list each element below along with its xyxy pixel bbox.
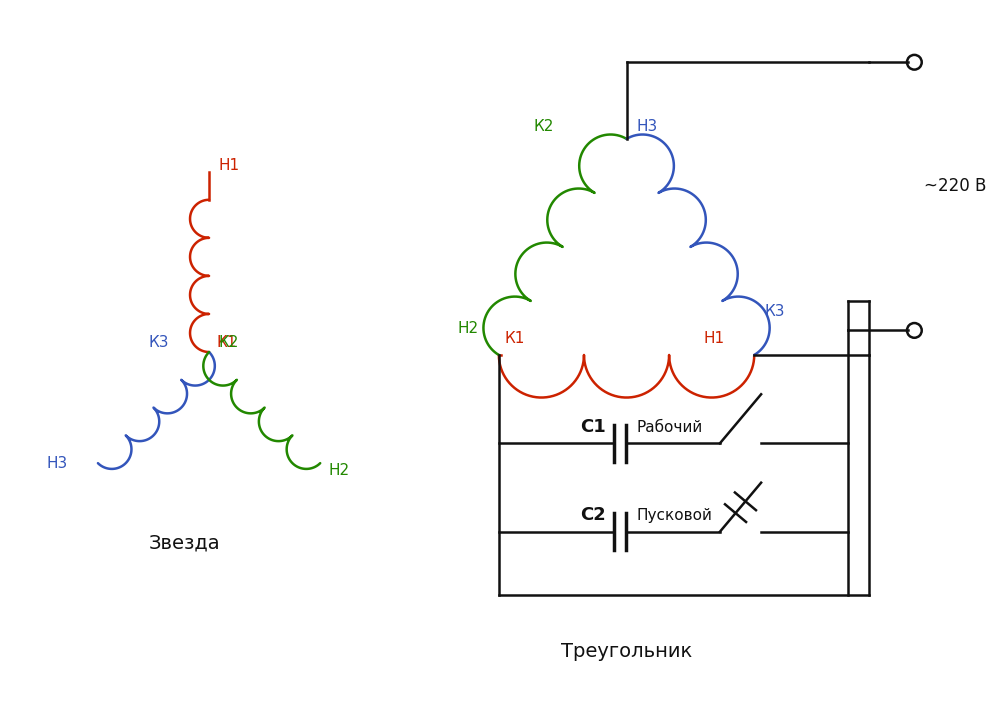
Text: Н1: Н1 bbox=[219, 158, 240, 173]
Text: Рабочий: Рабочий bbox=[636, 419, 703, 435]
Text: Н2: Н2 bbox=[328, 463, 349, 478]
Text: ~220 В: ~220 В bbox=[924, 177, 987, 195]
Text: К3: К3 bbox=[148, 335, 169, 350]
Text: Н2: Н2 bbox=[458, 322, 479, 337]
Text: К3: К3 bbox=[764, 304, 785, 319]
Text: С2: С2 bbox=[580, 506, 606, 524]
Text: К2: К2 bbox=[533, 119, 554, 134]
Text: Треугольник: Треугольник bbox=[561, 641, 692, 660]
Text: Пусковой: Пусковой bbox=[636, 508, 712, 523]
Text: К2: К2 bbox=[219, 335, 239, 350]
Text: Звезда: Звезда bbox=[149, 534, 220, 552]
Text: К1: К1 bbox=[217, 335, 237, 350]
Text: К1: К1 bbox=[505, 331, 525, 346]
Text: С1: С1 bbox=[580, 418, 606, 436]
Text: Н1: Н1 bbox=[703, 331, 724, 346]
Text: Н3: Н3 bbox=[636, 119, 658, 134]
Text: Н3: Н3 bbox=[47, 456, 68, 471]
